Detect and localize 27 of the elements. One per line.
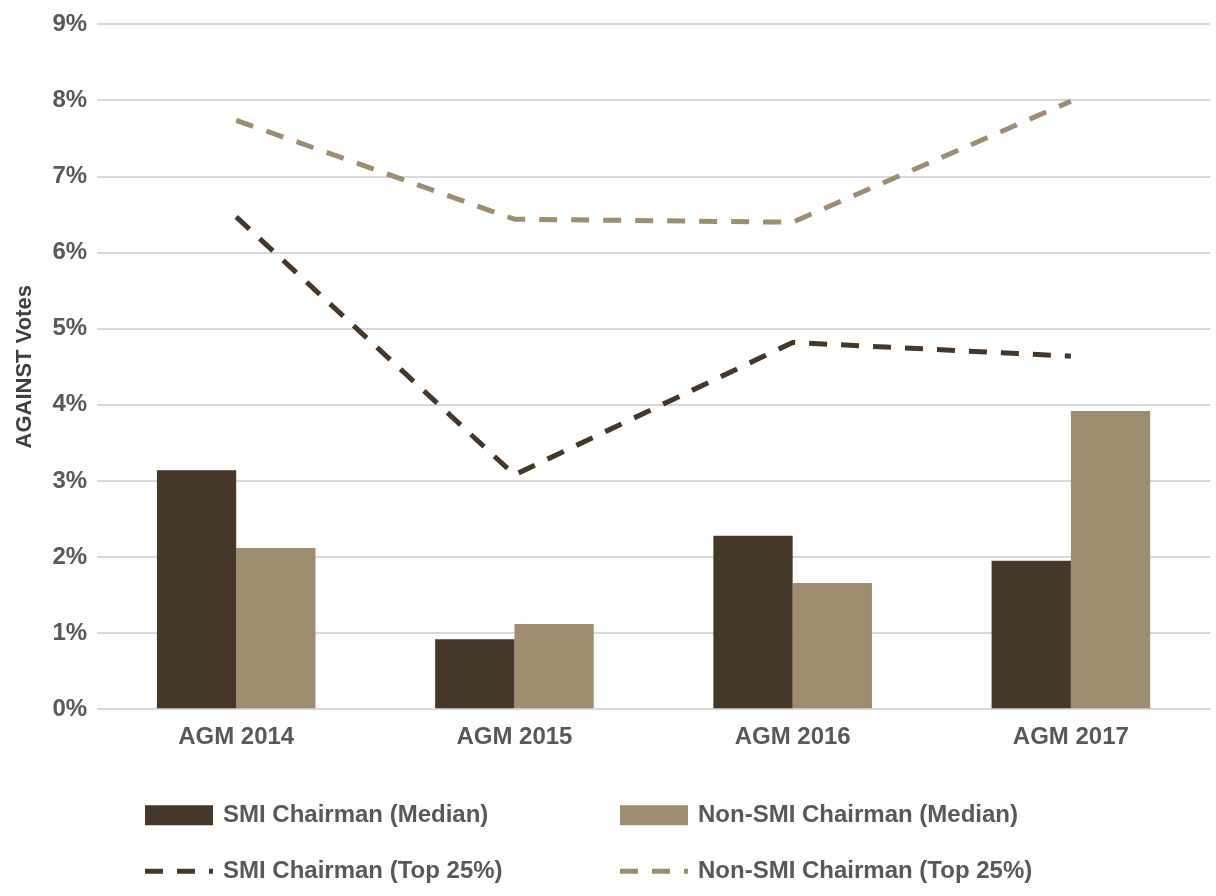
- x-tick-label: AGM 2015: [456, 722, 573, 750]
- y-tick-label: 7%: [52, 161, 88, 189]
- legend-label: Non-SMI Chairman (Top 25%): [698, 855, 1033, 883]
- legend-label: SMI Chairman (Top 25%): [223, 855, 503, 883]
- legend-label: SMI Chairman (Median): [223, 799, 489, 827]
- x-tick-label: AGM 2016: [734, 722, 851, 750]
- bar: [991, 560, 1071, 709]
- y-tick-label: 6%: [52, 237, 88, 265]
- bar: [514, 623, 594, 709]
- y-tick-label: 9%: [52, 9, 88, 37]
- bar: [713, 535, 793, 709]
- bar: [792, 582, 872, 709]
- bar: [156, 470, 237, 709]
- y-tick-label: 4%: [52, 389, 88, 417]
- y-tick-label: 1%: [52, 617, 88, 645]
- bar: [236, 547, 316, 709]
- x-tick-label: AGM 2014: [178, 722, 295, 750]
- y-tick-label: 2%: [52, 541, 88, 569]
- y-axis-title: AGAINST Votes: [11, 285, 37, 449]
- y-tick-label: 0%: [52, 693, 88, 721]
- y-tick-label: 3%: [52, 465, 88, 493]
- bar: [1070, 410, 1151, 709]
- x-tick-label: AGM 2017: [1012, 722, 1129, 750]
- legend-label: Non-SMI Chairman (Median): [698, 799, 1019, 827]
- bar: [435, 639, 515, 709]
- y-tick-label: 5%: [52, 313, 88, 341]
- y-tick-label: 8%: [52, 85, 88, 113]
